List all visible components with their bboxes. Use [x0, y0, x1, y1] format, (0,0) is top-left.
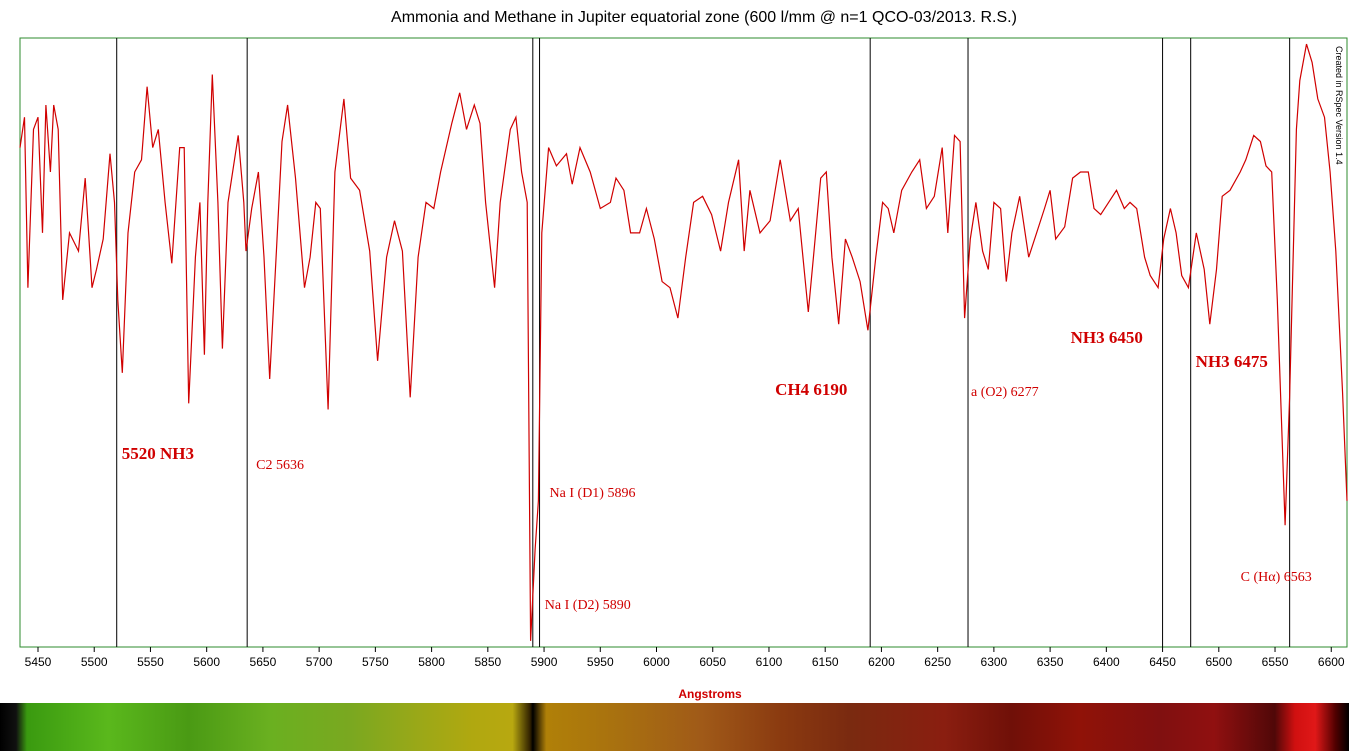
x-tick-label: 6400	[1093, 655, 1120, 669]
annotation: NH3 6450	[1071, 328, 1143, 347]
x-tick-label: 5750	[362, 655, 389, 669]
x-tick-label: 6200	[868, 655, 895, 669]
x-tick-label: 5800	[418, 655, 445, 669]
x-tick-label: 5500	[81, 655, 108, 669]
annotation: Na I (D2) 5890	[545, 598, 631, 613]
x-tick-label: 5550	[137, 655, 164, 669]
side-note: Created in RSpec Version 1.4	[1334, 46, 1344, 165]
x-tick-label: 5950	[587, 655, 614, 669]
annotation: a (O2) 6277	[971, 385, 1039, 400]
x-tick-label: 6300	[981, 655, 1008, 669]
x-tick-label: 6600	[1318, 655, 1345, 669]
x-tick-label: 5850	[474, 655, 501, 669]
annotation: CH4 6190	[775, 380, 847, 399]
x-tick-label: 6100	[756, 655, 783, 669]
annotation: Na I (D1) 5896	[550, 486, 636, 501]
chart: Ammonia and Methane in Jupiter equatoria…	[19, 9, 1348, 701]
x-tick-label: 6350	[1037, 655, 1064, 669]
annotation: C2 5636	[256, 458, 304, 473]
x-tick-label: 5700	[306, 655, 333, 669]
spectrum-line	[19, 43, 1348, 641]
chart-title: Ammonia and Methane in Jupiter equatoria…	[391, 9, 1017, 26]
x-axis-label: Angstroms	[678, 687, 742, 701]
x-tick-label: 6150	[812, 655, 839, 669]
annotation: NH3 6475	[1196, 352, 1268, 371]
x-tick-label: 6450	[1149, 655, 1176, 669]
x-tick-label: 5450	[25, 655, 52, 669]
x-tick-label: 6050	[699, 655, 726, 669]
x-tick-label: 5650	[250, 655, 277, 669]
x-tick-label: 6550	[1262, 655, 1289, 669]
annotation: 5520 NH3	[122, 444, 194, 463]
x-tick-label: 6250	[924, 655, 951, 669]
annotation: C (Hα) 6563	[1241, 570, 1312, 585]
spectrum-strip	[0, 703, 1349, 751]
x-tick-label: 6500	[1205, 655, 1232, 669]
x-tick-label: 5600	[193, 655, 220, 669]
x-tick-label: 6000	[643, 655, 670, 669]
x-tick-label: 5900	[531, 655, 558, 669]
plot-frame	[19, 37, 1348, 648]
